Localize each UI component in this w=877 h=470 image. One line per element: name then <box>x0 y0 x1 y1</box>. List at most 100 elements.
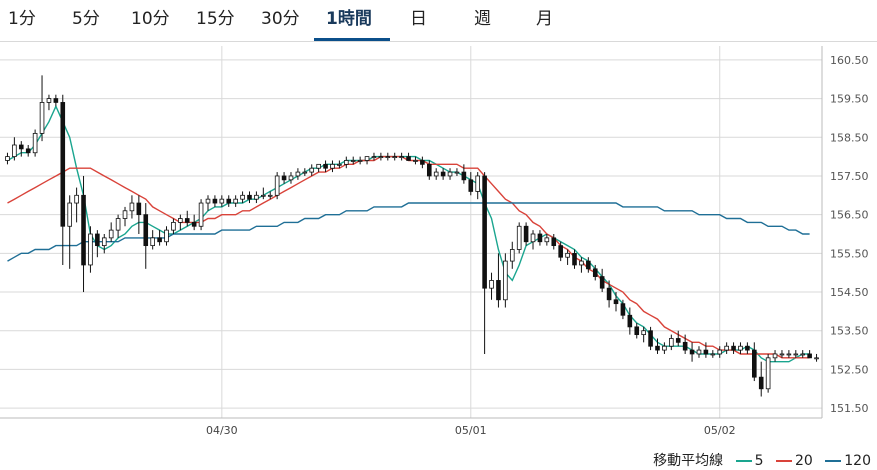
interval-tabs: 1分 5分 10分 15分 30分 1時間 日 週 月 <box>0 0 877 42</box>
candle-body-up <box>765 357 771 390</box>
tab-daily[interactable]: 日 <box>410 9 427 29</box>
candle-body-up <box>447 171 453 177</box>
y-tick-label: 154.50 <box>830 286 869 299</box>
candle-body-up <box>178 218 183 223</box>
candle-body-up <box>171 221 176 231</box>
candle-body-down <box>323 163 328 169</box>
candle-body-down <box>426 163 432 177</box>
candle-body-up <box>39 102 45 134</box>
candle-body-down <box>606 287 612 301</box>
candle-body-up <box>88 233 93 266</box>
candle-body-down <box>191 221 197 227</box>
candle-body-up <box>544 237 550 243</box>
tab-1hour[interactable]: 1時間 <box>326 9 372 29</box>
candle-body-up <box>164 229 169 243</box>
candle-body-up <box>503 260 508 301</box>
candle-body-up <box>669 338 674 347</box>
active-tab-indicator <box>314 38 390 42</box>
candle-body-up <box>150 237 155 247</box>
candle-body-up <box>475 175 480 192</box>
candle-body-down <box>599 276 605 289</box>
legend-label-ma5: 5 <box>754 453 764 469</box>
tab-15min[interactable]: 15分 <box>196 9 235 29</box>
candle-body-down <box>461 171 467 181</box>
candle-body-up <box>710 353 716 356</box>
candle-body-up <box>662 345 667 351</box>
candle-body-down <box>613 299 619 305</box>
candle-body-down <box>689 349 695 355</box>
candle-body-down <box>95 233 100 247</box>
candle-body-up <box>800 353 806 356</box>
candle-body-up <box>793 353 799 356</box>
tab-5min[interactable]: 5分 <box>72 9 100 29</box>
candle-body-down <box>60 102 66 227</box>
candle-body-down <box>745 345 750 351</box>
y-tick-label: 158.50 <box>830 131 869 144</box>
ma-line-20 <box>7 155 810 359</box>
candle-body-up <box>316 163 321 169</box>
candle-body-up <box>101 237 107 247</box>
candle-body-up <box>74 194 79 204</box>
x-tick-label: 05/01 <box>455 424 487 437</box>
candle-body-up <box>399 156 404 159</box>
legend-label-ma20: 20 <box>794 453 813 469</box>
candle-body-up <box>295 171 301 177</box>
legend-label-ma120: 120 <box>844 453 871 469</box>
candle-body-down <box>184 218 190 223</box>
candle-body-up <box>344 160 349 165</box>
y-tick-label: 151.50 <box>830 402 869 415</box>
tab-divider <box>0 41 877 42</box>
candle-body-up <box>309 167 315 173</box>
tab-weekly[interactable]: 週 <box>474 9 491 29</box>
candle-body-up <box>337 163 342 166</box>
candle-body-down <box>807 353 812 359</box>
candle-body-down <box>81 194 86 266</box>
tab-1min[interactable]: 1分 <box>8 9 36 29</box>
candle-body-down <box>53 98 59 103</box>
ma-line-120 <box>7 202 810 262</box>
candle-body-up <box>717 349 723 355</box>
candle-body-up <box>565 252 570 258</box>
tab-10min[interactable]: 10分 <box>131 9 170 29</box>
candle-body-up <box>12 144 17 158</box>
candle-body-down <box>468 179 474 192</box>
candle-body-down <box>482 175 487 289</box>
candle-body-up <box>205 198 211 204</box>
candle-body-down <box>247 194 252 200</box>
candle-body-up <box>489 280 494 289</box>
candle-body-up <box>274 175 280 196</box>
y-tick-label: 155.50 <box>830 247 869 260</box>
candle-body-up <box>530 233 536 243</box>
candle-body-down <box>496 280 501 301</box>
tab-monthly[interactable]: 月 <box>536 9 553 29</box>
candle-body-down <box>682 341 688 351</box>
candle-body-up <box>67 202 72 227</box>
candle-body-down <box>537 233 543 243</box>
candle-body-down <box>420 160 425 165</box>
y-tick-label: 160.50 <box>830 54 869 67</box>
candle-body-up <box>267 194 273 197</box>
tab-30min[interactable]: 30分 <box>261 9 300 29</box>
x-tick-label: 04/30 <box>206 424 238 437</box>
candle-body-down <box>18 144 24 150</box>
candle-body-up <box>772 353 778 359</box>
y-tick-label: 156.50 <box>830 209 869 222</box>
candle-body-down <box>143 214 149 247</box>
candle-body-down <box>655 345 660 351</box>
x-tick-label: 05/02 <box>704 424 736 437</box>
candle-body-up <box>254 194 259 200</box>
ma-line-5 <box>7 104 810 363</box>
candle-body-up <box>413 160 418 162</box>
candle-body-up <box>786 353 792 356</box>
candle-body-up <box>738 345 743 351</box>
candle-body-down <box>586 260 591 270</box>
candle-body-up <box>454 171 460 174</box>
candle-body-up <box>302 171 308 174</box>
candle-body-down <box>592 268 598 277</box>
candle-body-down <box>406 156 411 161</box>
candle-body-up <box>392 156 398 159</box>
candle-body-down <box>648 330 653 347</box>
candle-body-down <box>758 376 764 390</box>
candle-body-up <box>240 194 245 200</box>
candle-body-up <box>516 225 522 250</box>
